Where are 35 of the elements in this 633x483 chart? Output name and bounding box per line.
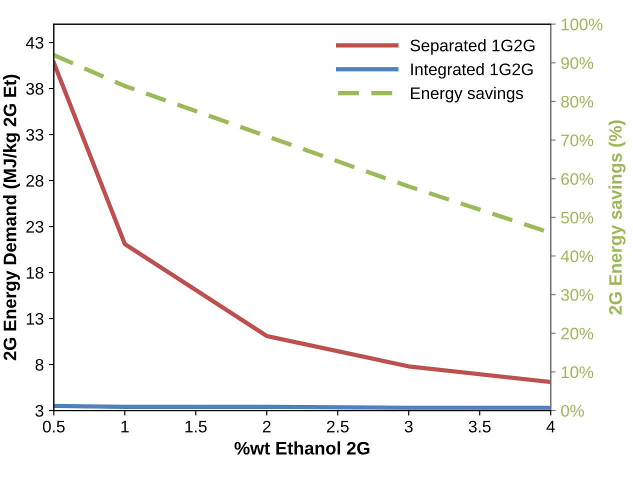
y2-tick-label: 90% [561, 57, 594, 69]
y-axis-title: 2G Energy Demand (MJ/kg 2G Et) [3, 74, 20, 360]
y-tick-label: 8 [36, 358, 44, 371]
legend-label: Separated 1G2G [410, 39, 534, 55]
x-tick-label: 3 [404, 420, 413, 433]
legend-label: Integrated 1G2G [411, 63, 533, 79]
x-tick-label: 2 [262, 420, 271, 432]
y-tick-label: 33 [26, 128, 44, 141]
y-tick-label: 18 [26, 266, 44, 279]
legend-label: Energy savings [411, 86, 524, 102]
y2-tick-label: 50% [561, 212, 594, 224]
y-tick-label: 28 [26, 174, 44, 187]
y2-tick-label: 20% [561, 328, 594, 340]
x-tick-label: 0.5 [42, 420, 65, 433]
y2-axis-title: 2G Energy savings (%) [608, 120, 626, 315]
x-tick-label: 1.5 [185, 420, 207, 433]
y2-tick-label: 70% [561, 134, 594, 146]
y2-tick-label: 0% [561, 404, 584, 417]
y-tick-label: 43 [26, 36, 44, 49]
y2-tick-label: 80% [561, 96, 594, 108]
y2-tick-label: 40% [560, 250, 594, 262]
y-tick-label: 13 [26, 312, 44, 325]
y-tick-label: 3 [35, 404, 44, 417]
x-tick-label: 4 [546, 420, 555, 432]
y2-tick-label: 10% [562, 366, 594, 378]
y2-tick-label: 60% [561, 173, 594, 185]
x-tick-label: 1 [121, 420, 129, 432]
x-tick-label: 3.5 [468, 420, 491, 433]
line-series [54, 60, 551, 384]
y2-tick-label: 30% [561, 289, 594, 301]
y2-tick-label: 100% [562, 18, 602, 30]
x-axis-title: %wt Ethanol 2G [234, 441, 370, 455]
y-tick-label: 23 [26, 220, 44, 233]
y-tick-label: 38 [26, 82, 44, 95]
x-tick-label: 2.5 [327, 420, 349, 433]
